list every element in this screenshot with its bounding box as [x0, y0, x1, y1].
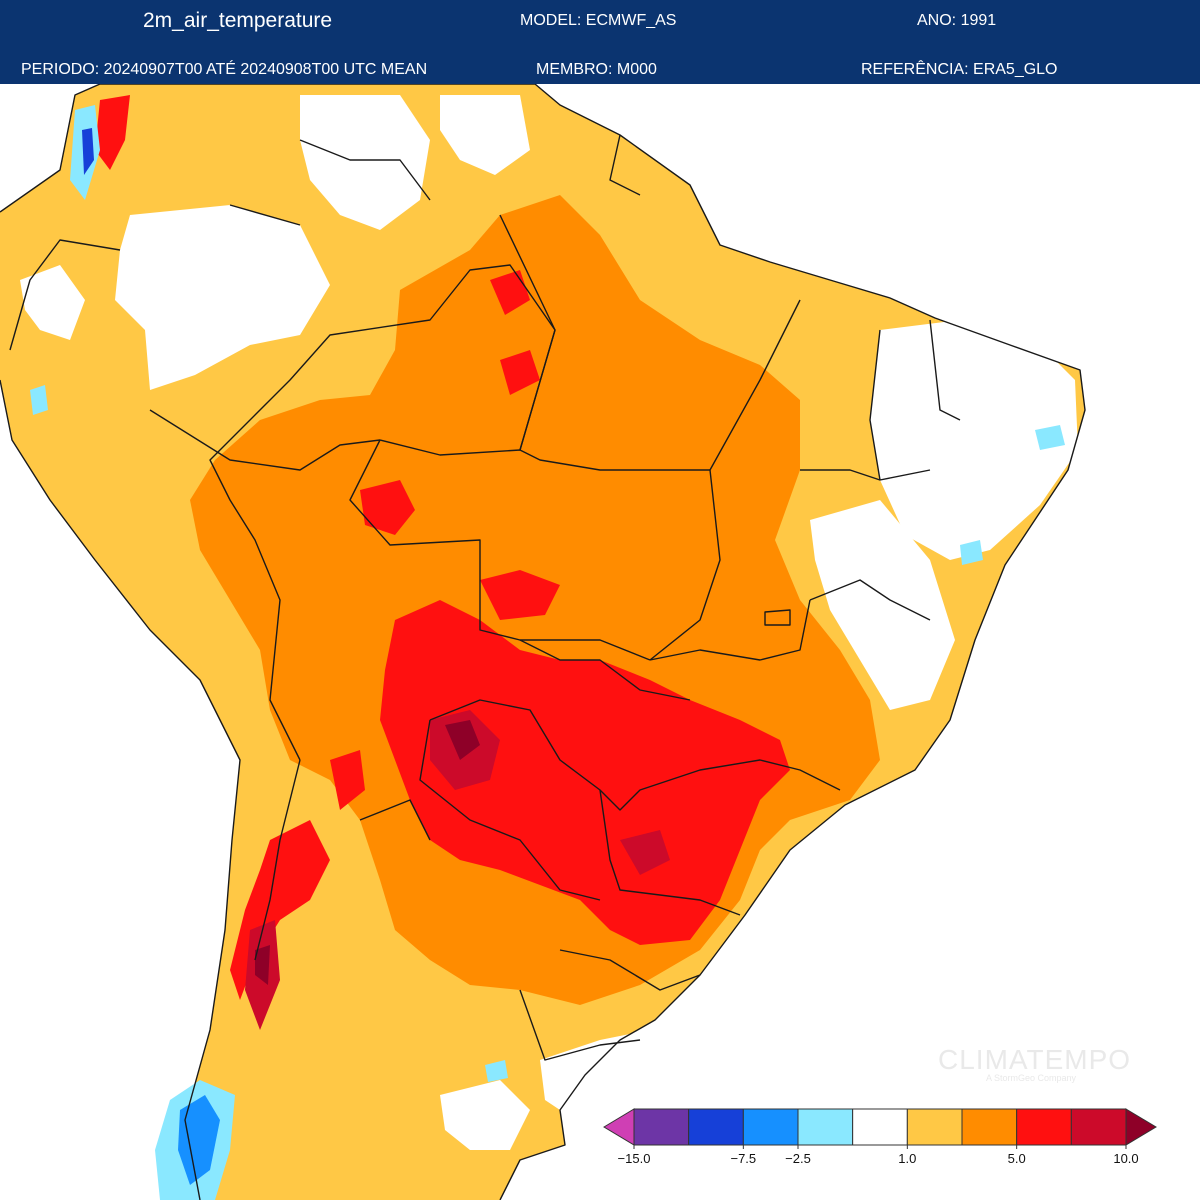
legend-bin: [742, 1108, 799, 1146]
member-label: MEMBRO: M000: [536, 61, 657, 78]
model-label: MODEL: ECMWF_AS: [520, 12, 677, 29]
legend-bin: [797, 1108, 854, 1146]
legend-bin: [852, 1108, 908, 1146]
legend-bin: [961, 1108, 1018, 1146]
dark-red-anomaly-patches: [245, 710, 670, 1030]
color-legend: −15.0 −7.5 −2.5 1.0 5.0 10.0: [603, 1108, 1157, 1166]
legend-bin: [633, 1108, 690, 1146]
reference-label: REFERÊNCIA: ERA5_GLO: [861, 61, 1058, 78]
map-header: 2m_air_temperature MODEL: ECMWF_AS ANO: …: [0, 0, 1200, 84]
legend-tick-labels: −15.0 −7.5 −2.5 1.0 5.0 10.0: [618, 1145, 1139, 1166]
variable-title: 2m_air_temperature: [143, 9, 333, 32]
legend-tick-label: −15.0: [618, 1151, 651, 1166]
legend-bin: [1070, 1108, 1127, 1146]
legend-color-bins: [603, 1108, 1157, 1146]
period-label: PERIODO: 20240907T00 ATÉ 20240908T00 UTC…: [21, 61, 428, 78]
legend-bin: [1125, 1108, 1157, 1146]
cool-anomaly-patches: [30, 105, 1065, 1200]
legend-bin: [603, 1108, 635, 1146]
red-anomaly-region: [380, 600, 790, 945]
legend-bin: [688, 1108, 744, 1146]
legend-tick-label: 10.0: [1113, 1151, 1138, 1166]
year-label: ANO: 1991: [917, 12, 997, 29]
climatempo-tagline: A StormGeo Company: [986, 1073, 1077, 1083]
temperature-anomaly-map: [0, 84, 1086, 1200]
legend-bin: [906, 1108, 963, 1146]
legend-bin: [1016, 1108, 1072, 1146]
legend-tick-label: −2.5: [785, 1151, 811, 1166]
political-boundaries: [0, 84, 1086, 1200]
legend-tick-label: −7.5: [730, 1151, 756, 1166]
legend-tick-label: 1.0: [898, 1151, 916, 1166]
climatempo-watermark: CLIMATEMPO: [938, 1044, 1132, 1075]
legend-tick-label: 5.0: [1008, 1151, 1026, 1166]
neutral-anomaly-areas: [20, 95, 1078, 1150]
